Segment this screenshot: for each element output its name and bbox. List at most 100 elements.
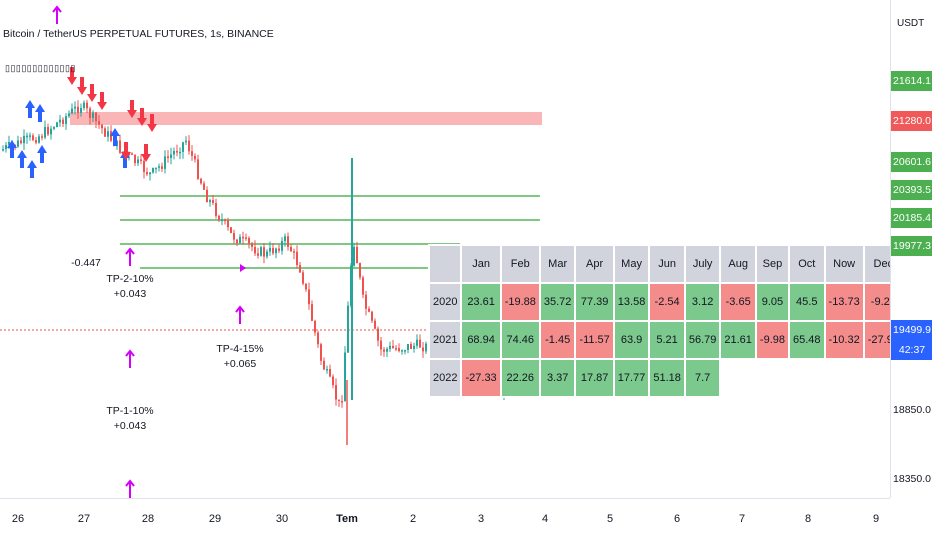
take-profit-arrow <box>235 305 245 324</box>
candle-body <box>236 239 238 244</box>
take-profit-arrow <box>125 479 135 498</box>
tp-label-2: TP-2-10% +0.043 <box>106 272 153 302</box>
candle-body <box>35 140 37 143</box>
plot-area[interactable]: Bitcoin / TetherUS PERPETUAL FUTURES, 1s… <box>0 0 890 498</box>
return-cell: 3.12 <box>685 284 720 320</box>
candle-body <box>416 339 418 346</box>
price-badge: 19977.3 <box>891 236 932 256</box>
candle-body <box>26 135 28 138</box>
tp-title: TP-2-10% <box>106 273 154 285</box>
candle-body <box>80 107 82 113</box>
tp-title: TP-4-15% <box>216 343 264 355</box>
price-badge: 21280.0 <box>891 111 932 131</box>
candle-body <box>65 116 67 124</box>
candle-body <box>17 140 19 147</box>
candle-body <box>182 142 184 152</box>
candle-body <box>374 320 376 329</box>
candle-body <box>131 153 133 155</box>
candle-body <box>320 344 322 361</box>
candle-body <box>74 106 76 109</box>
time-axis[interactable]: 26 27 28 29 30 Tem 2 3 4 5 6 7 8 9 <box>0 498 890 550</box>
candle-body <box>398 348 400 352</box>
return-cell: 22.26 <box>501 360 539 396</box>
sell-signal-arrow <box>137 108 147 126</box>
candle-body <box>323 360 325 370</box>
return-cell: -27.33 <box>462 360 500 396</box>
table-header-cell: Jun <box>650 246 684 282</box>
price-badge: 20185.4 <box>891 208 932 228</box>
candle-body <box>380 340 382 350</box>
candle-body <box>53 127 55 129</box>
time-label: 7 <box>738 513 746 525</box>
candle-body <box>296 251 298 266</box>
table-corner <box>430 246 461 282</box>
candle-body <box>221 219 223 222</box>
return-cell: -10.32 <box>825 322 863 358</box>
return-cell: 68.94 <box>462 322 500 358</box>
buy-signal-arrow <box>110 128 120 146</box>
return-cell: 74.46 <box>501 322 539 358</box>
candle-body <box>299 265 301 273</box>
price-axis[interactable]: USDT 21614.1 21280.0 20601.6 20393.5 20185.4… <box>890 0 932 498</box>
sell-signal-arrow <box>97 92 107 110</box>
return-cell: 3.37 <box>540 360 575 396</box>
candle-body <box>206 189 208 203</box>
candle-body <box>167 156 169 158</box>
return-cell: 17.77 <box>614 360 649 396</box>
candle-body <box>95 112 97 122</box>
return-cell <box>721 360 755 396</box>
candle-body <box>254 246 256 254</box>
year-cell: 2022 <box>430 360 461 396</box>
time-label: 8 <box>804 513 812 525</box>
tp-label-1: TP-1-10% +0.043 <box>106 404 153 434</box>
candle-body <box>284 236 286 242</box>
buy-signal-arrow <box>17 150 27 168</box>
candle-body <box>152 167 154 173</box>
candle-body <box>404 350 406 352</box>
candle-body <box>62 119 64 124</box>
return-cell: -11.57 <box>576 322 613 358</box>
buy-signal-arrow <box>35 104 45 122</box>
candle-body <box>137 159 139 164</box>
candle-body <box>377 328 379 341</box>
candle-body <box>107 131 109 137</box>
candle-body <box>422 347 424 352</box>
candle-body <box>227 220 229 228</box>
candle-body <box>56 122 58 128</box>
return-cell: 35.72 <box>540 284 575 320</box>
candle-body <box>269 247 271 252</box>
candle-body <box>215 202 217 216</box>
candle-body <box>314 320 316 333</box>
candle-body <box>293 251 295 253</box>
buy-signal-arrow <box>25 100 35 118</box>
candle-body <box>119 140 121 153</box>
candle-body <box>68 113 70 117</box>
buy-signal-arrow <box>27 160 37 178</box>
return-cell: 5.21 <box>650 322 684 358</box>
candle-body <box>413 345 415 349</box>
table-header-row: JanFebMarAprMayJunJulyAugSepOctNowDecSim… <box>430 246 890 282</box>
candle-body <box>203 183 205 190</box>
candle-body <box>302 272 304 284</box>
candle-body <box>263 247 265 257</box>
candle-body <box>161 166 163 169</box>
candle-body <box>224 219 226 222</box>
tp-value: +0.043 <box>113 288 147 300</box>
return-cell <box>790 360 824 396</box>
candle-body <box>407 344 409 351</box>
sell-signal-arrow <box>87 84 97 102</box>
candle-body <box>83 102 85 108</box>
candle-body <box>20 140 22 144</box>
candle-body <box>155 167 157 170</box>
buy-signal-arrow <box>37 145 47 163</box>
candle-body <box>146 172 148 175</box>
return-cell <box>865 360 890 396</box>
table-header-cell: Aug <box>721 246 755 282</box>
candle-body <box>338 399 340 402</box>
candle-body <box>23 135 25 144</box>
sl-value: -0.447 <box>71 257 101 269</box>
price-badge: 42:37 <box>891 340 932 360</box>
return-cell: 65.48 <box>790 322 824 358</box>
candle-body <box>104 128 106 137</box>
candle-body <box>239 236 241 244</box>
